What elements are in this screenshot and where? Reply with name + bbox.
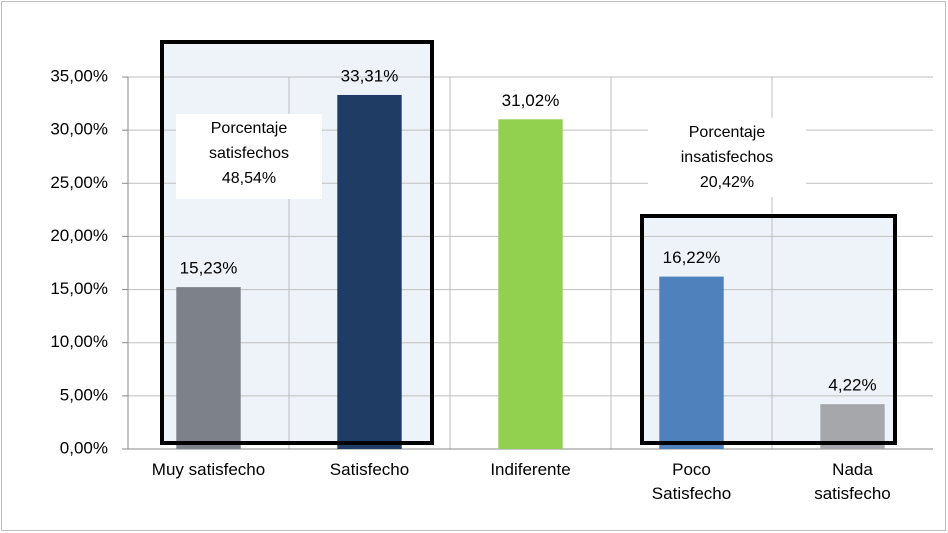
x-tick-label: Poco Satisfecho [651, 460, 732, 503]
y-tick-label: 25,00% [50, 173, 108, 192]
group-box [640, 214, 897, 445]
annotation: Porcentaje satisfechos 48,54% [176, 114, 322, 199]
x-tick-label: Nada satisfecho [814, 460, 891, 503]
bar [498, 119, 563, 450]
y-tick-label: 10,00% [50, 332, 108, 351]
bar [659, 276, 724, 449]
value-label: 16,22% [663, 248, 721, 267]
y-tick-label: 0,00% [60, 438, 108, 457]
value-label: 31,02% [502, 91, 560, 110]
x-tick-label: Satisfecho [329, 460, 410, 479]
y-tick-label: 30,00% [50, 120, 108, 139]
bar [176, 287, 241, 449]
x-tick-label: Indiferente [490, 460, 571, 479]
y-tick-label: 15,00% [50, 279, 108, 298]
value-label: 15,23% [180, 259, 238, 278]
group-box [160, 40, 434, 445]
y-tick-label: 35,00% [50, 66, 108, 85]
value-label: 33,31% [341, 66, 399, 85]
annotation: Porcentaje insatisfechos 20,42% [648, 118, 806, 197]
value-label: 4,22% [828, 376, 876, 395]
bar [337, 94, 402, 450]
y-tick-label: 5,00% [60, 385, 108, 404]
y-tick-label: 20,00% [50, 226, 108, 245]
x-tick-label: Muy satisfecho [151, 460, 266, 479]
